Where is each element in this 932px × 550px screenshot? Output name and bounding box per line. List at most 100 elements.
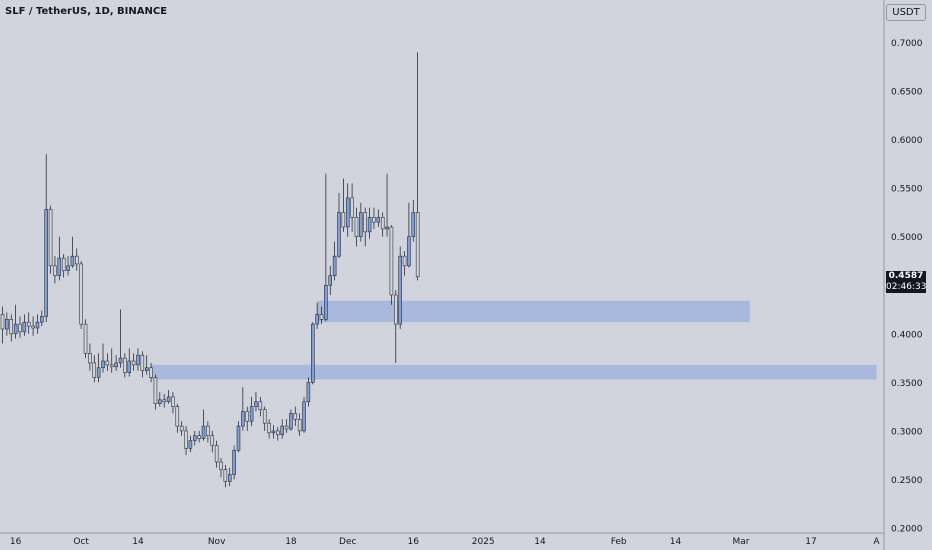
- candle: [280, 419, 284, 439]
- candle-body: [57, 257, 62, 276]
- candle-body: [398, 255, 402, 325]
- candle-body: [402, 255, 407, 267]
- candle: [114, 355, 118, 371]
- chart-title: SLF / TetherUS, 1D, BINANCE: [5, 6, 168, 17]
- candle: [136, 348, 140, 371]
- candle: [328, 265, 332, 295]
- candle: [354, 207, 359, 247]
- price-tick-label: 0.3500: [891, 379, 923, 389]
- candle-body: [188, 440, 193, 449]
- time-tick-label: Mar: [733, 537, 750, 547]
- time-tick-label: 14: [670, 537, 682, 547]
- candle: [337, 193, 341, 259]
- price-tick-label: 0.2500: [891, 476, 923, 486]
- candle-body: [110, 364, 114, 368]
- candle: [123, 353, 127, 378]
- candle-body: [372, 217, 376, 223]
- candle: [380, 212, 385, 237]
- candle: [315, 302, 319, 329]
- candle-body: [18, 323, 22, 333]
- time-axis[interactable]: 16 Oct 14 Nov 18 Dec 16 2025 14 Feb 14 Mar 17 A: [10, 537, 881, 547]
- candle-body: [350, 197, 354, 218]
- candle-body: [201, 425, 206, 439]
- candle-body: [354, 217, 359, 237]
- candle: [53, 256, 57, 284]
- candle: [302, 396, 306, 433]
- candle: [44, 154, 48, 323]
- candle-body: [363, 212, 367, 233]
- candle: [289, 409, 293, 431]
- candle-body: [118, 357, 123, 364]
- candle-body: [131, 360, 136, 366]
- candle-body: [31, 325, 35, 329]
- candle: [262, 406, 267, 431]
- candle: [197, 430, 201, 443]
- candle: [105, 353, 110, 371]
- candle: [385, 173, 389, 237]
- time-tick-label: 14: [132, 537, 144, 547]
- candle: [153, 374, 158, 410]
- candle: [293, 406, 298, 427]
- candle: [188, 435, 193, 453]
- last-price-label: 0.4587 02:46:33: [886, 271, 926, 293]
- time-tick-label: A: [873, 537, 880, 547]
- candle-body: [302, 401, 306, 432]
- candle: [258, 396, 263, 417]
- candle: [66, 256, 70, 276]
- candle-body: [22, 321, 27, 333]
- candle: [13, 304, 18, 339]
- bar-countdown: 02:46:33: [886, 282, 927, 292]
- candle-body: [70, 255, 75, 267]
- candle-body: [171, 396, 175, 407]
- candle: [5, 312, 9, 336]
- candle-body: [123, 357, 127, 373]
- support-zones: [151, 300, 877, 380]
- candle-body: [79, 263, 83, 325]
- candle-body: [380, 217, 385, 230]
- candle: [249, 396, 254, 427]
- candle: [0, 306, 5, 344]
- candle: [88, 343, 92, 371]
- candle-body: [241, 411, 245, 427]
- candle-body: [206, 425, 210, 437]
- currency-button[interactable]: USDT: [886, 4, 926, 21]
- candle-body: [227, 474, 232, 482]
- candle-body: [289, 413, 293, 430]
- price-tick-label: 0.4000: [891, 330, 923, 340]
- candle-body: [179, 425, 184, 432]
- candle: [306, 377, 311, 407]
- candle-body: [88, 352, 92, 364]
- candle: [407, 202, 411, 268]
- time-tick-label: 16: [10, 537, 22, 547]
- support-zone: [151, 364, 877, 380]
- candle-body: [214, 445, 219, 463]
- candle-body: [262, 409, 267, 424]
- candle-body: [0, 314, 5, 330]
- candle-body: [197, 435, 201, 439]
- support-zone: [317, 300, 750, 323]
- candle-body: [53, 265, 57, 276]
- candle: [284, 419, 289, 433]
- candle: [96, 353, 101, 383]
- candle-body: [175, 406, 180, 427]
- time-tick-label: 17: [805, 537, 816, 547]
- last-price-value: 0.4587: [888, 271, 924, 281]
- candle: [70, 236, 75, 268]
- candle: [402, 251, 407, 276]
- candle-body: [184, 430, 188, 449]
- candle-body: [415, 212, 420, 278]
- candle-body: [280, 425, 284, 436]
- candle: [140, 351, 145, 378]
- candle-body: [83, 323, 88, 354]
- candle-body: [315, 314, 319, 325]
- candle-body: [140, 354, 145, 371]
- candle: [184, 426, 188, 456]
- candle: [372, 207, 376, 229]
- candle: [415, 52, 420, 281]
- candle: [18, 316, 22, 338]
- candle: [131, 353, 136, 371]
- candle-body: [341, 212, 346, 228]
- candle-body: [158, 399, 162, 404]
- candle-body: [276, 430, 280, 436]
